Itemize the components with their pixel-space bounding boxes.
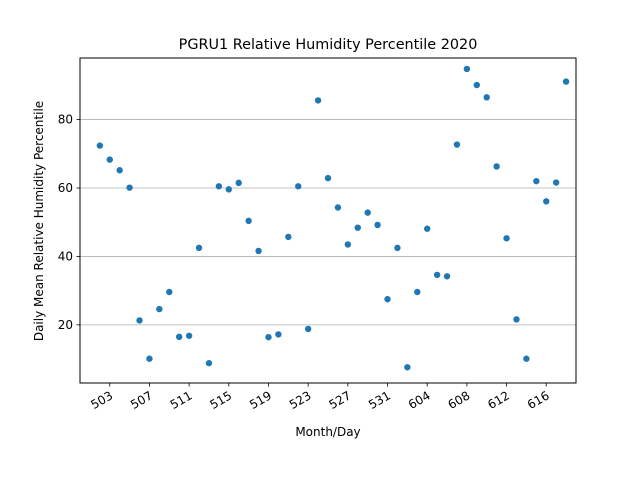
data-point bbox=[503, 235, 510, 242]
data-point bbox=[354, 224, 361, 231]
data-point bbox=[384, 295, 391, 303]
data-point bbox=[295, 183, 302, 190]
data-point bbox=[543, 198, 550, 205]
data-point bbox=[562, 78, 570, 85]
y-axis-ticks: 20 40 60 80 bbox=[58, 113, 80, 332]
data-point bbox=[523, 355, 530, 362]
data-point bbox=[424, 225, 431, 232]
data-point bbox=[533, 177, 540, 185]
y-tick-label: 80 bbox=[58, 113, 73, 127]
data-point bbox=[96, 142, 104, 149]
data-point bbox=[453, 141, 461, 148]
data-point bbox=[513, 316, 520, 323]
data-point bbox=[225, 186, 232, 193]
y-tick-label: 40 bbox=[58, 249, 73, 263]
y-tick-label: 60 bbox=[58, 181, 73, 195]
data-point bbox=[126, 184, 133, 191]
data-point bbox=[255, 247, 262, 255]
data-point bbox=[473, 81, 480, 89]
data-point bbox=[205, 359, 213, 367]
data-point bbox=[185, 332, 193, 339]
data-point bbox=[215, 183, 223, 190]
data-point bbox=[433, 271, 441, 279]
data-points bbox=[96, 65, 570, 371]
data-point bbox=[443, 273, 451, 280]
data-point bbox=[285, 233, 292, 241]
data-point bbox=[552, 179, 560, 186]
data-point bbox=[146, 355, 153, 362]
y-axis-label: Daily Mean Relative Humidity Percentile bbox=[32, 101, 46, 341]
y-tick-label: 20 bbox=[58, 318, 73, 332]
data-point bbox=[414, 288, 421, 296]
data-point bbox=[265, 333, 272, 341]
data-point bbox=[364, 209, 371, 216]
data-point bbox=[334, 204, 342, 211]
plot-frame bbox=[79, 57, 577, 384]
data-point bbox=[404, 364, 411, 371]
data-point bbox=[304, 325, 312, 333]
data-point bbox=[483, 94, 490, 101]
data-point bbox=[324, 174, 332, 182]
data-point bbox=[344, 241, 352, 248]
data-point bbox=[156, 305, 163, 313]
data-point bbox=[166, 288, 173, 296]
data-point bbox=[493, 163, 500, 170]
data-point bbox=[463, 65, 471, 73]
chart-title: PGRU1 Relative Humidity Percentile 2020 bbox=[179, 37, 478, 53]
data-point bbox=[275, 331, 282, 338]
data-point bbox=[195, 244, 203, 252]
data-point bbox=[374, 221, 381, 229]
data-point bbox=[394, 244, 401, 252]
data-point bbox=[314, 97, 322, 104]
data-point bbox=[116, 167, 123, 174]
data-point bbox=[136, 317, 143, 324]
data-point bbox=[235, 179, 242, 187]
gridlines bbox=[80, 119, 576, 326]
data-point bbox=[245, 217, 252, 225]
data-point bbox=[106, 156, 113, 163]
x-axis-label: Month/Day bbox=[295, 425, 360, 439]
data-point bbox=[176, 333, 183, 341]
